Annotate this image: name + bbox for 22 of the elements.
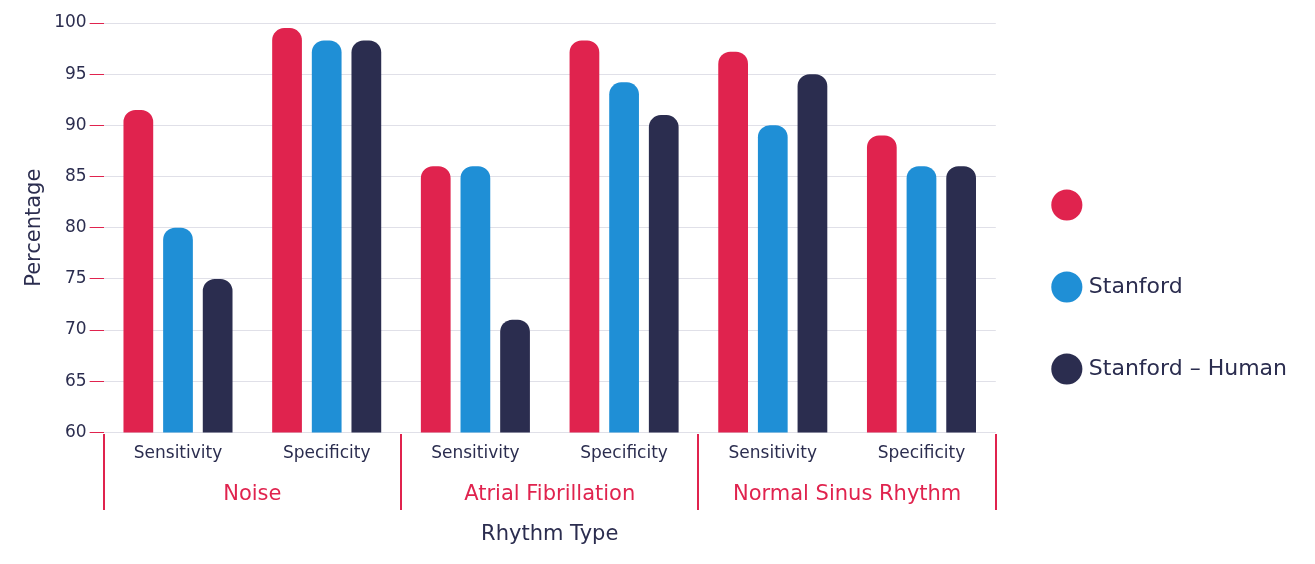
text: Noise (223, 480, 282, 505)
y-tick-label: 70 (65, 318, 87, 339)
y-tick-label: 90 (65, 113, 87, 134)
text: Atrial Fibrillation (464, 480, 636, 505)
y-tick-label: 75 (65, 267, 87, 288)
x-tick-label: Sensitivity (431, 442, 520, 463)
y-tick-label: 85 (65, 164, 87, 185)
legend-label: Stanford (1088, 272, 1183, 298)
legend-label: Stanford – Human (1088, 354, 1287, 380)
x-axis-title: Rhythm Type (481, 520, 619, 545)
y-tick-label: 95 (65, 62, 87, 83)
x-tick-label: Specificity (282, 442, 371, 463)
text: Normal Sinus Rhythm (732, 480, 962, 505)
x-tick-label: Specificity (580, 442, 668, 463)
x-tick-label: Sensitivity (728, 442, 818, 463)
y-axis-title: Percentage (21, 168, 46, 287)
x-tick-label: Specificity (877, 442, 966, 463)
x-tick-label: Sensitivity (133, 442, 223, 463)
y-tick-label: 65 (65, 369, 87, 390)
y-tick-label: 80 (65, 216, 87, 237)
y-tick-label: 100 (54, 11, 87, 32)
y-tick-label: 60 (65, 420, 87, 441)
